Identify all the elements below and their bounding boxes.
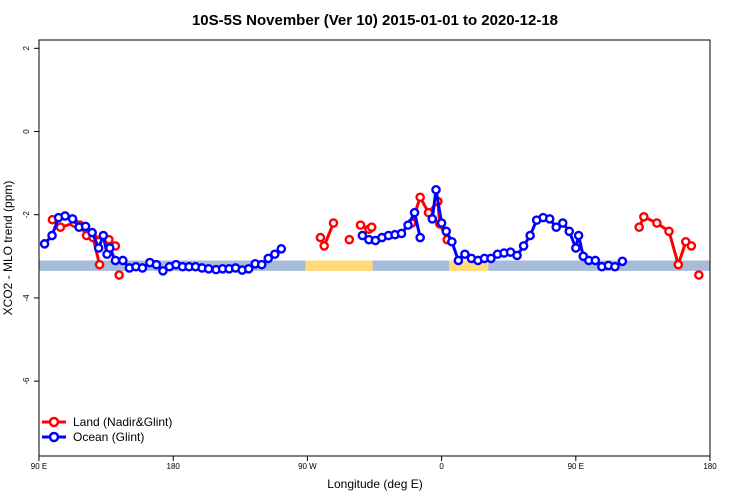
x-tick-label: 90 E xyxy=(568,462,584,471)
data-point-ocean xyxy=(256,259,267,270)
data-point-ocean xyxy=(544,214,555,224)
data-point-ocean xyxy=(118,255,128,266)
data-point-ocean xyxy=(357,230,368,241)
data-point-ocean xyxy=(436,218,447,228)
x-tick-label: 180 xyxy=(167,462,181,471)
surface-band-ocean xyxy=(372,260,450,271)
data-point-ocean xyxy=(571,243,581,253)
legend-label-land: Land (Nadir&Glint) xyxy=(73,415,172,429)
data-point-land xyxy=(634,222,644,232)
data-point-ocean xyxy=(447,236,457,247)
data-point-ocean xyxy=(551,222,562,232)
data-point-ocean xyxy=(67,214,78,224)
data-point-ocean xyxy=(403,220,413,230)
data-point-ocean xyxy=(80,221,91,232)
data-point-ocean xyxy=(60,211,70,221)
data-point-ocean xyxy=(573,230,584,241)
data-point-ocean xyxy=(617,256,628,267)
series-layer xyxy=(39,184,704,280)
data-point-ocean xyxy=(427,214,438,224)
x-tick-label: 90 E xyxy=(31,462,47,471)
axes: 90 E 180 90 W 0 90 E 180 2 0 -2 -4 -6 xyxy=(22,46,717,471)
data-point-ocean xyxy=(276,244,287,254)
data-point-ocean xyxy=(431,184,441,195)
data-point-ocean xyxy=(87,227,97,238)
data-point-ocean xyxy=(409,207,420,218)
data-point-ocean xyxy=(158,266,168,276)
data-point-ocean xyxy=(203,263,214,274)
data-point-ocean xyxy=(39,239,50,249)
data-point-land xyxy=(94,259,105,270)
data-point-ocean xyxy=(610,261,620,272)
data-point-land xyxy=(328,218,339,228)
legend-label-ocean: Ocean (Glint) xyxy=(73,430,144,444)
x-tick-label: 180 xyxy=(703,462,717,471)
legend-marker-land xyxy=(48,416,60,428)
data-point-land xyxy=(694,270,704,280)
data-point-ocean xyxy=(396,228,407,239)
x-axis-title: Longitude (deg E) xyxy=(327,477,422,491)
legend: Land (Nadir&Glint) Ocean (Glint) xyxy=(42,415,172,444)
data-point-ocean xyxy=(453,255,464,266)
data-point-land xyxy=(344,234,355,245)
data-point-ocean xyxy=(98,230,109,241)
data-point-land xyxy=(366,222,377,232)
y-tick-label: -6 xyxy=(22,377,31,385)
surface-band-land xyxy=(449,260,489,271)
data-point-land xyxy=(355,220,366,230)
data-point-ocean xyxy=(557,218,568,228)
data-point-ocean xyxy=(512,250,522,261)
data-point-ocean xyxy=(518,241,529,251)
surface-band-land xyxy=(305,260,373,271)
data-point-ocean xyxy=(590,255,601,266)
y-tick-label: 2 xyxy=(22,46,31,51)
data-point-land xyxy=(319,241,329,251)
data-point-ocean xyxy=(263,253,274,264)
data-point-ocean xyxy=(525,230,535,241)
data-point-land xyxy=(415,192,425,203)
y-axis-title: XCO2 - MLO trend (ppm) xyxy=(1,181,15,316)
data-point-land xyxy=(686,241,697,251)
data-point-land xyxy=(664,226,674,237)
data-point-land xyxy=(673,259,684,270)
y-tick-label: -2 xyxy=(22,211,31,219)
data-point-land xyxy=(55,222,66,232)
data-point-ocean xyxy=(243,263,254,274)
data-point-land xyxy=(652,218,662,228)
data-point-ocean xyxy=(460,249,470,260)
y-tick-label: 0 xyxy=(22,129,31,134)
chart-title: 10S-5S November (Ver 10) 2015-01-01 to 2… xyxy=(192,12,558,29)
data-point-land xyxy=(315,232,326,243)
data-point-ocean xyxy=(110,255,121,266)
data-point-ocean xyxy=(564,226,575,237)
data-point-ocean xyxy=(415,232,425,243)
data-point-ocean xyxy=(137,263,148,273)
data-point-land xyxy=(639,211,649,222)
data-point-ocean xyxy=(269,249,280,260)
data-point-ocean xyxy=(105,243,115,253)
x-tick-label: 90 W xyxy=(298,462,317,471)
data-point-ocean xyxy=(486,253,496,264)
data-point-ocean xyxy=(151,259,162,270)
data-point-ocean xyxy=(47,230,57,241)
plot-frame xyxy=(38,39,711,457)
legend-marker-ocean xyxy=(48,431,60,443)
x-tick-label: 0 xyxy=(439,462,444,471)
y-tick-label: -4 xyxy=(22,294,31,302)
data-point-ocean xyxy=(441,226,452,237)
data-point-land xyxy=(114,270,124,280)
data-point-ocean xyxy=(93,243,104,253)
